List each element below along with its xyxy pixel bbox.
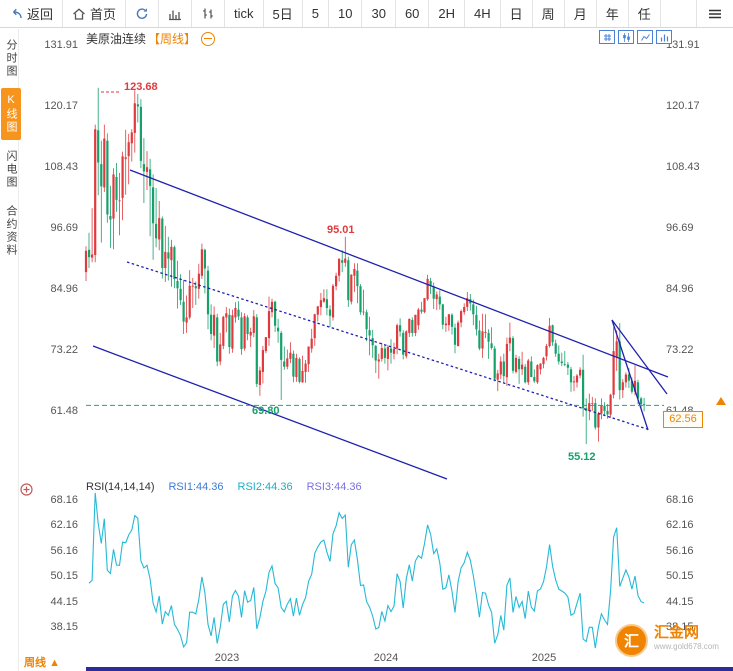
- time-axis-label: 2025: [531, 652, 557, 664]
- interval-monthly-button[interactable]: 月: [565, 0, 597, 27]
- last-price-marker: 62.56: [663, 411, 703, 428]
- interval-30min-button[interactable]: 30: [362, 0, 396, 27]
- time-axis-label: 2023: [214, 652, 240, 664]
- back-arrow-icon: [13, 8, 22, 18]
- interval-10min-button[interactable]: 10: [329, 0, 363, 27]
- interval-2h-button[interactable]: 2H: [429, 0, 466, 27]
- chart-scrollbar[interactable]: [86, 667, 733, 671]
- home-button[interactable]: 首页: [63, 0, 127, 27]
- rsi-indicator-label: RSI(14,14,14): [86, 481, 155, 493]
- period-tag: 【周线】: [148, 32, 197, 46]
- home-label: 首页: [90, 7, 117, 22]
- ohlc-bars-icon: [203, 8, 213, 18]
- top-toolbar: 返回 首页 tick 5日 5 10 30 60 2H 4H 日 周 月 年 任: [0, 0, 733, 28]
- grid-icon[interactable]: [599, 30, 615, 44]
- sidebar-item-lightning-chart[interactable]: 闪电图: [5, 150, 17, 189]
- interval-5day-button[interactable]: 5日: [264, 0, 303, 27]
- rsi1-value: RSI1:44.36: [168, 481, 224, 493]
- brand-logo: 汇: [615, 624, 648, 657]
- ohlc-chart-type-button[interactable]: [192, 0, 226, 27]
- scroll-to-latest-icon[interactable]: [716, 397, 726, 405]
- candlestick-icon[interactable]: [618, 30, 634, 44]
- svg-text:55.12: 55.12: [568, 451, 596, 463]
- back-button[interactable]: 返回: [0, 0, 64, 27]
- bar-chart-icon[interactable]: [656, 30, 672, 44]
- svg-text:95.01: 95.01: [327, 224, 355, 236]
- brand-watermark: 汇 汇金网 www.gold678.com: [615, 624, 719, 657]
- collapse-pane-icon[interactable]: [201, 31, 216, 46]
- column-chart-type-button[interactable]: [159, 0, 193, 27]
- brand-url: www.gold678.com: [654, 642, 719, 651]
- sidebar-item-time-chart[interactable]: 分时图: [5, 39, 17, 78]
- chart-toolbox: [599, 30, 672, 44]
- menu-button[interactable]: [696, 0, 733, 27]
- candlestick-chart[interactable]: 123.68 95.01 69.80 55.12: [0, 28, 733, 480]
- sidebar-item-kline-chart[interactable]: K线图: [1, 88, 21, 140]
- sidebar-item-contract-info[interactable]: 合约资料: [5, 205, 17, 257]
- back-label: 返回: [27, 7, 54, 22]
- interval-custom-button[interactable]: 任: [629, 0, 661, 27]
- interval-5min-button[interactable]: 5: [303, 0, 329, 27]
- line-chart-icon[interactable]: [637, 30, 653, 44]
- chevron-up-icon: ▲: [49, 657, 60, 669]
- rsi2-value: RSI2:44.36: [237, 481, 293, 493]
- indicator-settings-icon[interactable]: [20, 483, 33, 501]
- column-chart-icon: [169, 10, 182, 20]
- brand-name: 汇金网: [654, 624, 700, 641]
- interval-daily-button[interactable]: 日: [501, 0, 533, 27]
- pane-tab-weekly[interactable]: 周线 ▲: [24, 657, 60, 669]
- interval-weekly-button[interactable]: 周: [533, 0, 565, 27]
- rsi-chart[interactable]: [0, 480, 733, 671]
- svg-text:123.68: 123.68: [124, 81, 158, 93]
- rsi3-value: RSI3:44.36: [306, 481, 362, 493]
- rsi-header: RSI(14,14,14) RSI1:44.36 RSI2:44.36 RSI3…: [86, 481, 362, 493]
- refresh-button[interactable]: [126, 0, 160, 27]
- time-axis-label: 2024: [373, 652, 399, 664]
- instrument-name: 美原油连续: [86, 32, 147, 46]
- refresh-icon: [136, 7, 148, 19]
- svg-text:69.80: 69.80: [252, 405, 280, 417]
- home-icon: [73, 7, 85, 20]
- interval-yearly-button[interactable]: 年: [597, 0, 629, 27]
- time-axis: 2023 2024 2025: [0, 652, 733, 666]
- interval-60min-button[interactable]: 60: [396, 0, 430, 27]
- hamburger-icon: [709, 9, 721, 18]
- chart-title-bar: 美原油连续 【周线】: [86, 30, 216, 47]
- interval-tick-button[interactable]: tick: [225, 0, 264, 27]
- interval-4h-button[interactable]: 4H: [465, 0, 501, 27]
- chart-type-sidebar: 分时图 K线图 闪电图 合约资料: [0, 29, 21, 671]
